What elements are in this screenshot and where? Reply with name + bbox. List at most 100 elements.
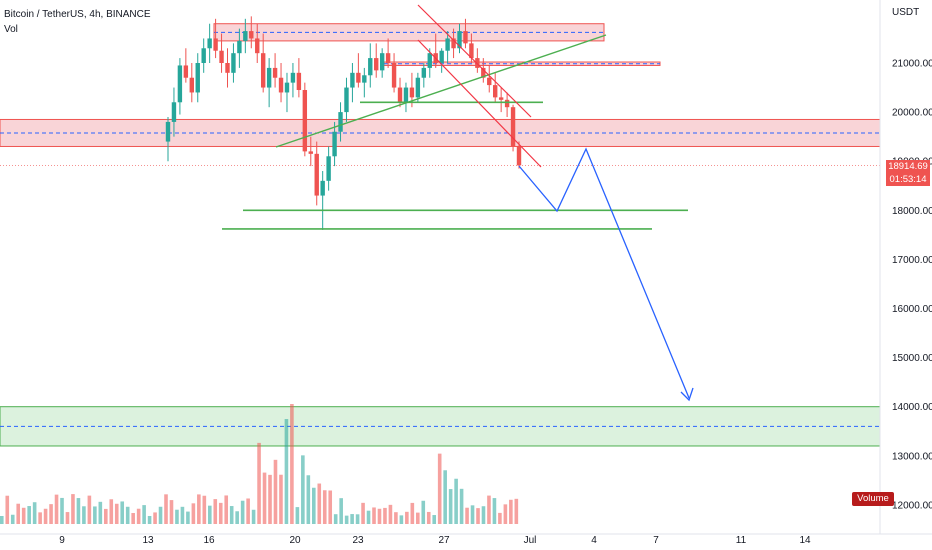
volume-bar xyxy=(218,502,223,524)
volume-bar xyxy=(273,459,278,524)
volume-bar xyxy=(322,490,327,524)
candle-body xyxy=(249,31,254,39)
volume-bar xyxy=(43,508,48,524)
volume-bar xyxy=(147,515,152,524)
candle-body xyxy=(219,50,224,63)
candle-body xyxy=(189,77,194,93)
volume-bar xyxy=(377,508,382,524)
volume-bar xyxy=(180,506,185,524)
volume-bar xyxy=(153,512,157,524)
x-axis-tick: 14 xyxy=(799,535,811,546)
volume-bar xyxy=(514,498,519,524)
candle-body xyxy=(385,53,391,63)
projection-path xyxy=(518,147,690,399)
y-axis-tick: 13000.00 xyxy=(892,451,932,462)
volume-bar xyxy=(54,494,59,524)
channel-upper-line xyxy=(417,4,532,118)
volume-bar xyxy=(268,474,272,524)
volume-badge[interactable]: Volume xyxy=(852,492,894,506)
candle-body xyxy=(320,180,325,196)
candle-body xyxy=(487,77,492,86)
candle-body xyxy=(374,58,379,71)
volume-bar xyxy=(421,500,426,524)
candle-body xyxy=(516,146,522,166)
volume-bar xyxy=(383,507,387,524)
candle-body xyxy=(296,72,302,91)
candle-body xyxy=(255,38,260,54)
volume-bar xyxy=(498,512,502,524)
volume-bar xyxy=(186,511,190,524)
x-axis-tick: 9 xyxy=(59,535,65,546)
candle-body xyxy=(177,65,183,103)
volume-bar xyxy=(399,515,404,524)
volume-bar xyxy=(416,512,420,524)
zone-target-3 xyxy=(0,406,881,447)
volume-bar xyxy=(82,506,86,524)
volume-bar xyxy=(312,487,316,524)
zones-layer xyxy=(0,23,881,447)
candle-body xyxy=(481,67,486,78)
volume-bar xyxy=(481,506,486,524)
volume-bar xyxy=(49,504,53,524)
volume-bar xyxy=(410,502,415,524)
volume-bar xyxy=(120,501,125,524)
candle-body xyxy=(457,31,462,49)
volume-bar xyxy=(290,404,294,524)
candle-body xyxy=(350,72,355,88)
candle-body xyxy=(427,53,432,68)
candle-body xyxy=(326,156,331,181)
volume-bar xyxy=(372,507,376,524)
volume-bar xyxy=(104,508,108,524)
candle-body xyxy=(260,53,266,88)
volume-bar xyxy=(251,509,256,524)
x-axis-tick: 20 xyxy=(289,535,301,546)
volume-bar xyxy=(366,510,371,524)
volume-bar xyxy=(257,442,261,524)
volume-bar xyxy=(65,512,70,524)
candle-body xyxy=(463,31,468,44)
volume-bar xyxy=(10,514,15,524)
candle-body xyxy=(510,107,516,147)
volume-bar xyxy=(509,499,513,524)
candle-body xyxy=(415,77,421,98)
volume-bar xyxy=(426,511,431,524)
x-axis-tick: 13 xyxy=(142,535,154,546)
candle-body xyxy=(272,67,278,78)
volume-bar xyxy=(394,512,398,524)
x-axis-tick: Jul xyxy=(524,535,537,546)
zone-resistance-2 xyxy=(0,118,881,147)
volume-bar xyxy=(405,511,409,524)
y-axis-tick: 14000.00 xyxy=(892,402,932,413)
candle-body xyxy=(356,72,361,83)
volume-bar xyxy=(16,503,21,524)
volume-bar xyxy=(503,504,508,524)
rising-trendline xyxy=(275,34,607,148)
volume-bar xyxy=(164,494,168,524)
volume-bar xyxy=(158,506,163,524)
volume-indicator-label: Vol xyxy=(4,24,18,35)
candle-body xyxy=(225,63,230,73)
volume-bar xyxy=(344,515,349,524)
volume-bar xyxy=(213,499,218,524)
volume-bar xyxy=(328,490,333,524)
candle-body xyxy=(290,72,296,83)
candle-body xyxy=(302,90,308,152)
volume-bar xyxy=(295,507,300,524)
candle-body xyxy=(171,102,177,122)
volume-bar xyxy=(476,508,480,524)
volume-bar xyxy=(202,495,207,524)
volume-bar xyxy=(5,495,10,524)
volume-bar xyxy=(284,419,289,524)
candle-body xyxy=(266,67,272,88)
candle-body xyxy=(469,43,474,59)
candle-body xyxy=(344,87,349,113)
volume-bar xyxy=(109,499,114,524)
candle-body xyxy=(332,131,337,157)
volume-bar xyxy=(71,494,75,524)
volume-bar xyxy=(136,508,141,524)
candle-body xyxy=(231,53,236,73)
volume-bar xyxy=(388,504,393,524)
y-axis-tick: 20000.00 xyxy=(892,108,932,119)
candle-body xyxy=(397,87,403,103)
